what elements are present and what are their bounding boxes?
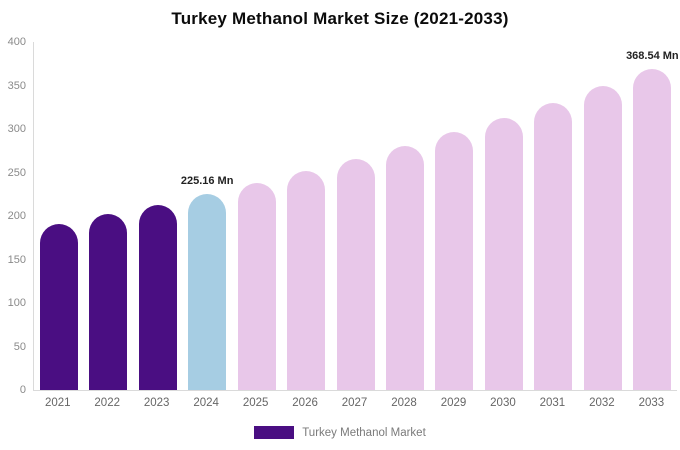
bar-column <box>529 42 578 390</box>
bar-2024 <box>188 194 227 390</box>
x-tick-label: 2033 <box>638 397 665 409</box>
bar-column <box>578 42 627 390</box>
x-tick-label: 2025 <box>242 397 269 409</box>
bar-2032 <box>583 86 622 390</box>
bar-2022 <box>89 214 128 390</box>
y-tick-label: 150 <box>7 253 26 266</box>
y-tick-label: 0 <box>19 384 26 396</box>
y-tick-label: 200 <box>7 210 26 222</box>
x-tick-label: 2028 <box>391 397 417 409</box>
x-tick-label: 2023 <box>143 397 170 409</box>
bar-value-label: 225.16 Mn <box>180 175 234 188</box>
bar-column <box>281 42 330 390</box>
bar-2023 <box>138 204 177 390</box>
bar-2025 <box>237 183 276 390</box>
x-tick-label: 2031 <box>539 397 566 409</box>
bar-2030 <box>484 117 523 390</box>
bar-2031 <box>534 102 573 390</box>
bar-column: 368.54 Mn <box>626 42 679 390</box>
y-tick-label: 350 <box>7 79 26 92</box>
y-tick-label: 300 <box>7 123 26 135</box>
bar-column <box>380 42 429 390</box>
bar-column <box>133 42 182 390</box>
bar-column <box>83 42 132 390</box>
y-axis: 0 50 100 150 200 250 300 350 400 <box>0 36 28 396</box>
x-axis: 2021 2022 2023 2024 2025 2026 2027 2028 2029 2030… <box>33 397 676 409</box>
x-tick-label: 2022 <box>94 397 120 409</box>
y-tick-label: 50 <box>13 340 26 353</box>
bar-column <box>331 42 380 390</box>
bar-2029 <box>435 132 474 390</box>
chart-title: Turkey Methanol Market Size (2021-2033) <box>171 9 509 28</box>
bar-2033 <box>633 69 672 390</box>
bar-column <box>479 42 528 390</box>
y-tick-label: 250 <box>7 166 26 179</box>
bar-column <box>430 42 479 390</box>
bar-value-label: 368.54 Mn <box>626 50 679 63</box>
plot-area: 225.16 Mn 368.54 Mn <box>33 42 679 391</box>
x-tick-label: 2032 <box>589 397 615 409</box>
x-tick-label: 2024 <box>193 397 219 409</box>
x-tick-label: 2029 <box>440 397 467 409</box>
bar-column <box>232 42 281 390</box>
bar-column <box>34 42 83 390</box>
x-tick-label: 2021 <box>44 397 71 409</box>
x-tick-label: 2026 <box>292 397 318 409</box>
bar-2028 <box>386 146 425 390</box>
legend: Turkey Methanol Market <box>0 426 680 439</box>
bar-2027 <box>336 159 375 390</box>
bar-2026 <box>287 171 326 390</box>
y-tick-label: 400 <box>7 36 26 48</box>
x-tick-label: 2027 <box>341 397 368 409</box>
legend-swatch <box>254 426 295 439</box>
bar-column: 225.16 Mn <box>180 42 234 390</box>
legend-label: Turkey Methanol Market <box>302 426 426 439</box>
y-tick-label: 100 <box>7 297 26 309</box>
bar-2021 <box>39 223 78 390</box>
x-tick-label: 2030 <box>490 397 516 409</box>
